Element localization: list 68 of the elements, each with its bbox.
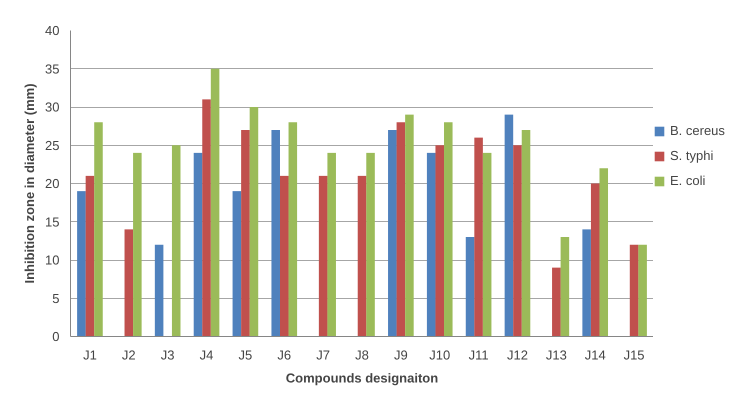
x-tick-label: J10 bbox=[429, 348, 450, 362]
x-tick-label: J13 bbox=[546, 348, 567, 362]
bar bbox=[560, 237, 570, 336]
bar bbox=[318, 176, 328, 336]
bar bbox=[250, 107, 258, 336]
x-tick-label: J15 bbox=[624, 348, 645, 362]
bar bbox=[77, 191, 86, 336]
bar bbox=[513, 145, 522, 336]
bar bbox=[522, 130, 530, 336]
bar bbox=[590, 184, 600, 336]
bar bbox=[327, 152, 336, 336]
y-tick-label: 35 bbox=[45, 61, 60, 76]
legend-label: B. cereus bbox=[670, 123, 725, 138]
x-axis-title: Compounds designaiton bbox=[286, 370, 438, 386]
x-tick-label: J8 bbox=[355, 348, 369, 362]
legend-label: S. typhi bbox=[670, 148, 714, 163]
legend-label: E. coli bbox=[670, 173, 706, 188]
bar bbox=[426, 152, 436, 336]
x-tick-label: J1 bbox=[83, 348, 97, 362]
bar bbox=[133, 152, 142, 336]
bar bbox=[466, 237, 474, 336]
bar bbox=[232, 191, 242, 336]
bar bbox=[599, 168, 608, 336]
x-tick-label: J11 bbox=[468, 348, 489, 362]
x-tick-label: J9 bbox=[394, 348, 408, 362]
bar bbox=[396, 122, 406, 336]
y-tick-label: 15 bbox=[45, 214, 60, 230]
y-tick-label: 30 bbox=[45, 100, 60, 114]
x-tick-label: J3 bbox=[160, 348, 175, 362]
bar bbox=[86, 176, 94, 336]
x-tick-label: J14 bbox=[584, 348, 606, 362]
bar bbox=[482, 152, 492, 336]
bar bbox=[630, 244, 638, 336]
y-tick-label: 5 bbox=[52, 290, 60, 306]
y-tick-label: 25 bbox=[45, 138, 60, 153]
bar bbox=[582, 229, 591, 336]
bar bbox=[210, 68, 220, 336]
bar bbox=[154, 244, 164, 336]
x-tick-label: J5 bbox=[238, 348, 252, 362]
bar bbox=[366, 152, 375, 336]
bar bbox=[444, 122, 453, 336]
bar bbox=[358, 176, 366, 336]
bar bbox=[405, 114, 414, 336]
bar bbox=[474, 138, 483, 336]
x-tick-label: J12 bbox=[506, 348, 528, 362]
bar bbox=[388, 130, 397, 336]
x-tick-label: J7 bbox=[316, 348, 330, 362]
bar bbox=[280, 176, 289, 336]
bar bbox=[271, 130, 280, 336]
bar bbox=[202, 99, 211, 336]
x-tick-label: J6 bbox=[277, 348, 292, 362]
bar bbox=[124, 229, 134, 336]
x-tick-label: J2 bbox=[122, 348, 136, 362]
bar bbox=[194, 152, 202, 336]
y-axis-title: Inhibition zone in diameter (mm) bbox=[22, 83, 38, 284]
bar bbox=[288, 122, 298, 336]
y-tick-label: 20 bbox=[45, 176, 60, 191]
y-tick-label: 10 bbox=[45, 252, 60, 268]
bar bbox=[638, 244, 647, 336]
y-tick-label: 0 bbox=[52, 329, 60, 344]
bar bbox=[552, 268, 561, 336]
bar bbox=[94, 122, 103, 336]
bar bbox=[435, 145, 444, 336]
bar bbox=[241, 130, 250, 336]
x-tick-label: J4 bbox=[200, 348, 214, 362]
bar bbox=[504, 114, 514, 336]
bar bbox=[172, 145, 180, 336]
y-tick-label: 40 bbox=[45, 23, 60, 38]
